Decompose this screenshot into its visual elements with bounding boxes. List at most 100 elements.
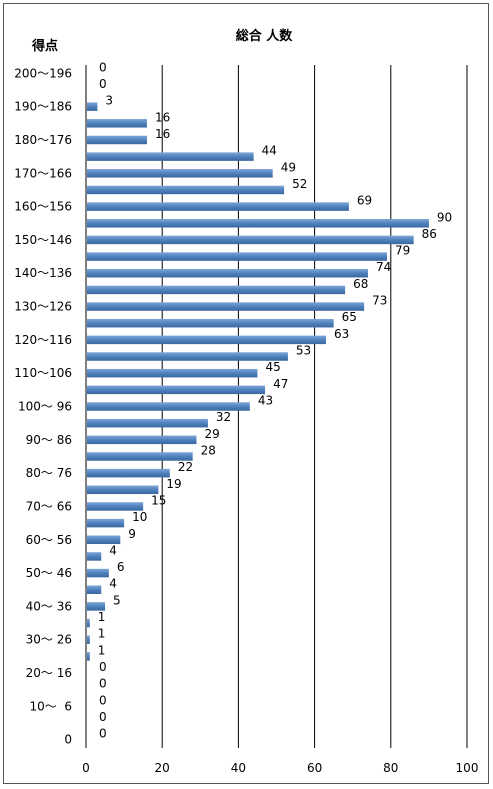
bar-value-label: 3 (105, 94, 113, 108)
category-label: 200〜196 (14, 66, 72, 80)
bar-value-label: 74 (376, 260, 391, 274)
category-label: 40〜 36 (26, 599, 72, 613)
bar (87, 252, 387, 261)
bar-value-label: 0 (99, 660, 107, 674)
x-tick-label: 40 (231, 761, 246, 775)
category-label: 0 (64, 733, 72, 747)
bar-value-label: 0 (99, 60, 107, 74)
x-tick-label: 60 (307, 761, 322, 775)
chart-title: 総合 人数 (236, 28, 294, 44)
bar (87, 485, 159, 495)
category-label: 60〜 56 (26, 533, 72, 547)
bar-value-label: 6 (117, 560, 125, 574)
category-label: 160〜156 (14, 200, 72, 214)
bar-value-label: 4 (109, 577, 117, 591)
bar (87, 302, 365, 311)
bar-value-label: 15 (151, 493, 166, 507)
category-label: 30〜 26 (26, 633, 72, 647)
x-tick-label: 0 (82, 761, 90, 775)
category-label: 80〜 76 (26, 466, 72, 480)
bar-value-label: 16 (155, 110, 170, 124)
bar-value-label: 0 (99, 727, 107, 741)
bar (87, 385, 266, 395)
bar-value-label: 0 (99, 693, 107, 707)
bar (87, 119, 147, 128)
bar (87, 418, 208, 428)
bar-value-label: 0 (99, 77, 107, 91)
bar (87, 318, 334, 328)
bar-value-label: 32 (216, 410, 231, 424)
category-labels: 200〜196 190〜186 180〜176 170〜166 160〜156 150〜1… (14, 66, 72, 746)
bar-value-label: 86 (422, 227, 437, 241)
bar (87, 185, 285, 195)
bar-value-label: 0 (99, 710, 107, 724)
bar (87, 568, 109, 578)
bar-value-label: 52 (292, 177, 307, 191)
category-label: 120〜116 (14, 333, 72, 347)
bar (87, 202, 349, 211)
x-tick-label: 80 (383, 761, 398, 775)
bar-value-label: 63 (334, 327, 349, 341)
category-label: 180〜176 (14, 133, 72, 147)
category-label: 190〜186 (14, 100, 72, 114)
x-tick-label: 100 (456, 761, 479, 775)
category-label: 70〜 66 (26, 499, 72, 513)
bar-value-label: 44 (262, 144, 277, 158)
category-label: 150〜146 (14, 233, 72, 247)
bar-value-label: 79 (395, 244, 410, 258)
bar (87, 219, 429, 228)
bar (87, 102, 98, 111)
bar (87, 618, 90, 628)
category-label: 100〜 96 (18, 400, 72, 414)
bar-value-label: 53 (296, 344, 311, 358)
bar-value-label: 69 (357, 194, 372, 208)
value-labels: 0031616444952699086797468736563534547433… (98, 60, 452, 740)
bar-value-label: 73 (372, 294, 387, 308)
bar-value-label: 43 (258, 394, 273, 408)
bar (87, 468, 170, 478)
bar-value-label: 0 (99, 677, 107, 691)
category-label: 90〜 86 (26, 433, 72, 447)
category-label: 10〜 6 (29, 699, 72, 713)
bar-value-label: 9 (128, 527, 136, 541)
category-label: 170〜166 (14, 166, 72, 180)
bar (87, 235, 414, 245)
bars (87, 102, 429, 661)
bar-value-label: 65 (342, 310, 357, 324)
bar (87, 502, 144, 511)
bar (87, 402, 250, 411)
bar-value-label: 49 (281, 160, 296, 174)
y-axis-title: 得点 (31, 38, 58, 54)
bar-value-label: 68 (353, 277, 368, 291)
category-label: 20〜 16 (26, 666, 72, 680)
bar (87, 169, 273, 178)
bar-value-label: 22 (178, 460, 193, 474)
bar-value-label: 16 (155, 127, 170, 141)
bar (87, 652, 90, 661)
bar (87, 518, 125, 528)
category-label: 130〜126 (14, 300, 72, 314)
bar (87, 285, 346, 295)
bar (87, 268, 368, 278)
bar (87, 585, 102, 594)
bar (87, 602, 106, 611)
category-label: 140〜136 (14, 266, 72, 280)
bar (87, 552, 102, 561)
category-label: 50〜 46 (26, 566, 72, 580)
bar (87, 368, 258, 378)
bar-value-label: 28 (201, 443, 216, 457)
x-tick-label: 20 (155, 761, 170, 775)
bar (87, 352, 288, 361)
bar-value-label: 29 (204, 427, 219, 441)
bar-value-label: 1 (98, 610, 106, 624)
x-tick-labels: 0 20 40 60 80 100 (82, 761, 478, 775)
bar-value-label: 47 (273, 377, 288, 391)
bar (87, 335, 327, 345)
bar (87, 535, 121, 545)
bar (87, 435, 197, 445)
bar (87, 635, 90, 644)
bar-value-label: 19 (166, 477, 181, 491)
bar (87, 135, 147, 145)
bar-value-label: 4 (109, 543, 117, 557)
